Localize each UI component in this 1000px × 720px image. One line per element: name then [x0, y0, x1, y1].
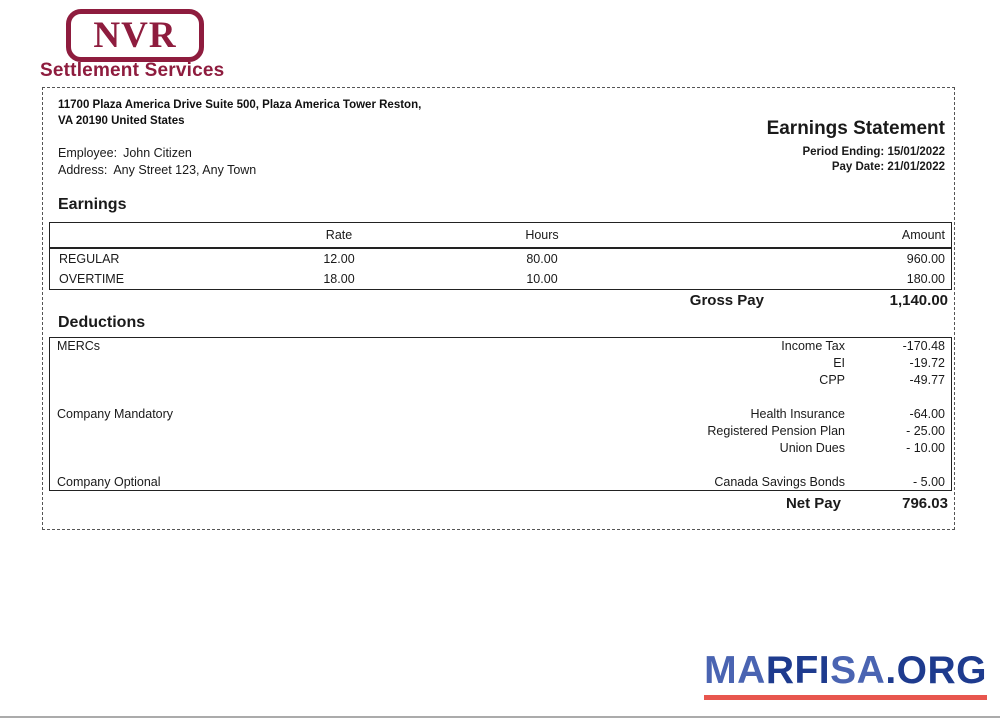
earnings-header-hours: Hours	[525, 228, 559, 242]
employee-address-label: Address:	[58, 163, 108, 177]
deduction-amount: - 25.00	[906, 423, 945, 438]
earnings-row-label: REGULAR	[59, 252, 120, 266]
site-watermark: MARFISA.ORG	[704, 648, 987, 700]
company-address-line1: 11700 Plaza America Drive Suite 500, Pla…	[58, 99, 422, 111]
deduction-row: Registered Pension Plan - 25.00	[50, 422, 951, 439]
earnings-row-amount: 960.00	[906, 252, 945, 266]
deduction-item: Income Tax	[781, 339, 845, 354]
gross-pay-label: Gross Pay	[689, 292, 764, 309]
period-ending: Period Ending: 15/01/2022	[802, 146, 945, 158]
deduction-row: Company Optional Canada Savings Bonds - …	[50, 473, 951, 490]
pay-date: Pay Date: 21/01/2022	[831, 161, 945, 173]
earnings-header-rate: Rate	[325, 228, 353, 242]
deduction-amount: -49.77	[909, 373, 945, 388]
deduction-item: Registered Pension Plan	[707, 423, 845, 438]
page-bottom-edge	[0, 716, 1000, 718]
employee-address-value: Any Street 123, Any Town	[113, 163, 257, 177]
earnings-row-amount: 180.00	[906, 272, 945, 286]
site-watermark-text: MARFISA.ORG	[704, 648, 987, 695]
watermark-segment: RFI	[765, 649, 831, 692]
deduction-spacer-row	[50, 389, 951, 406]
deduction-item: CPP	[819, 373, 845, 388]
deduction-amount: -64.00	[909, 407, 945, 421]
deduction-category: Company Optional	[57, 474, 161, 489]
watermark-segment: .ORG	[885, 649, 987, 692]
deduction-amount: -170.48	[902, 339, 945, 354]
earnings-row-rate: 18.00	[323, 272, 355, 286]
earnings-row-label: OVERTIME	[59, 272, 125, 286]
deductions-table: MERCs Income Tax -170.48 EI -19.72 CPP -…	[49, 337, 952, 491]
watermark-segment: MA	[704, 649, 766, 692]
statement-frame: 11700 Plaza America Drive Suite 500, Pla…	[42, 87, 955, 530]
company-logo: NVR	[66, 9, 204, 62]
earnings-heading: Earnings	[58, 196, 127, 213]
employee-label: Employee:	[58, 146, 118, 160]
employee-address-line: Address: Any Street 123, Any Town	[58, 163, 256, 177]
earnings-row-hours: 10.00	[526, 272, 558, 286]
company-logo-text: NVR	[93, 15, 177, 56]
gross-pay-row: Gross Pay 1,140.00	[49, 292, 948, 309]
watermark-segment: SA	[830, 649, 886, 692]
statement-title: Earnings Statement	[766, 118, 945, 139]
company-address-line2: VA 20190 United States	[58, 115, 185, 127]
deduction-row: MERCs Income Tax -170.48	[50, 338, 951, 355]
earnings-header-row: Rate Hours Amount	[50, 223, 951, 249]
net-pay-label: Net Pay	[785, 495, 841, 512]
deduction-amount: -19.72	[909, 356, 945, 371]
deduction-item: Union Dues	[779, 440, 845, 455]
deduction-item: Health Insurance	[750, 407, 845, 421]
net-pay-row: Net Pay 796.03	[49, 495, 948, 512]
deduction-row: Company Mandatory Health Insurance -64.0…	[50, 406, 951, 423]
earnings-row-hours: 80.00	[526, 252, 558, 266]
deduction-row: Union Dues - 10.00	[50, 439, 951, 456]
watermark-underline	[704, 694, 987, 700]
employee-name: John Citizen	[123, 146, 192, 160]
deduction-spacer-row	[50, 456, 951, 473]
gross-pay-amount: 1,140.00	[889, 292, 948, 309]
deduction-item: Canada Savings Bonds	[714, 474, 845, 489]
earnings-row-rate: 12.00	[323, 252, 355, 266]
deduction-amount: - 5.00	[913, 474, 945, 489]
earnings-header-amount: Amount	[901, 228, 945, 242]
employee-line: Employee: John Citizen	[58, 146, 192, 160]
table-row: OVERTIME 18.00 10.00 180.00	[50, 269, 951, 289]
earnings-table: Rate Hours Amount REGULAR 12.00 80.00 96…	[49, 222, 952, 290]
deduction-row: EI -19.72	[50, 355, 951, 372]
table-row: REGULAR 12.00 80.00 960.00	[50, 249, 951, 269]
net-pay-amount: 796.03	[902, 495, 948, 512]
deduction-amount: - 10.00	[906, 440, 945, 455]
deduction-item: EI	[833, 356, 845, 371]
deduction-category: Company Mandatory	[57, 407, 174, 421]
deduction-category: MERCs	[57, 339, 101, 354]
deductions-heading: Deductions	[58, 314, 146, 331]
company-logo-subtitle: Settlement Services	[40, 60, 225, 81]
deduction-row: CPP -49.77	[50, 372, 951, 389]
